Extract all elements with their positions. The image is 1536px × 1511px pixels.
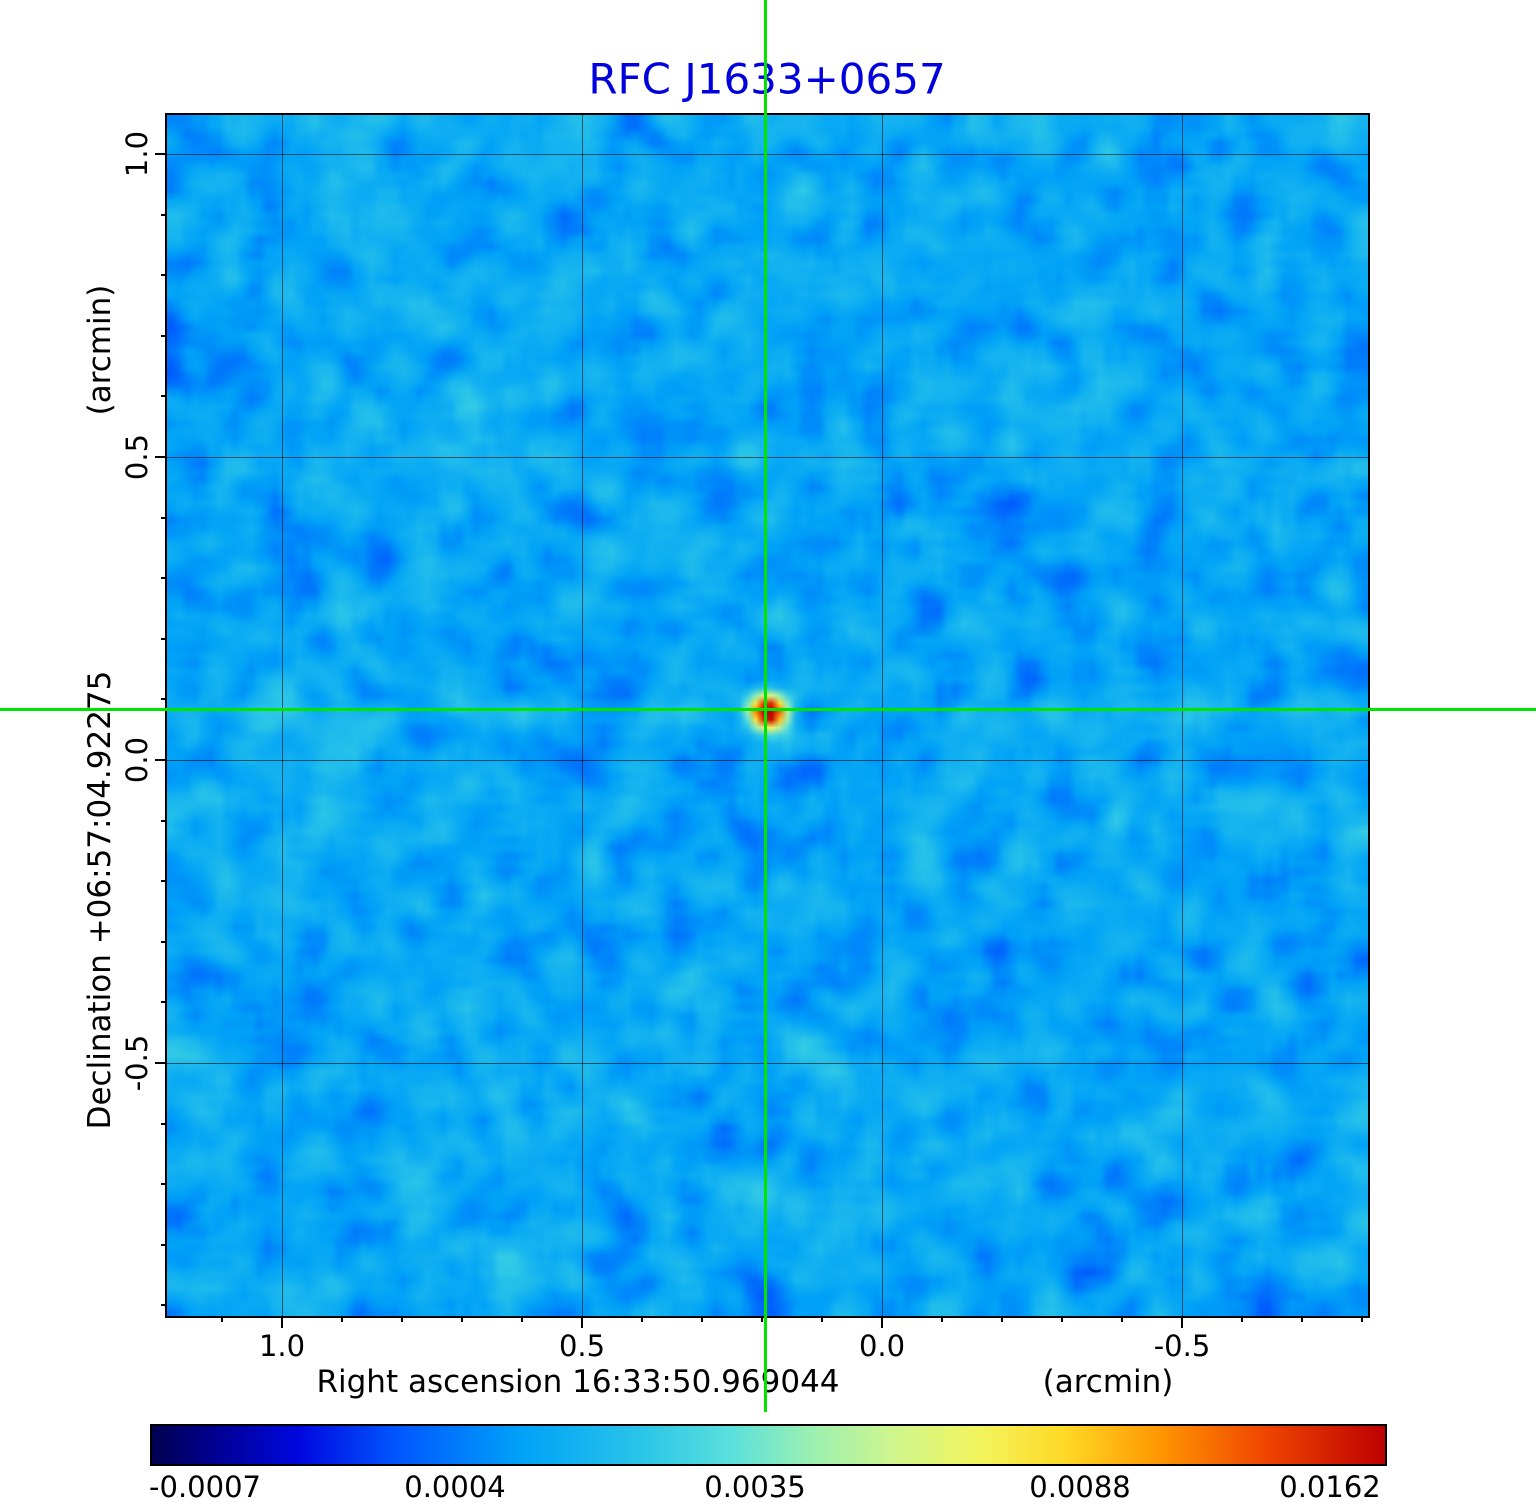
x-tick-label: 0.5: [558, 1329, 606, 1363]
crosshair-horizontal-line: [0, 708, 1536, 711]
y-minor-tick: [161, 1122, 167, 1125]
y-minor-tick: [161, 1183, 167, 1186]
y-tick-label: 0.0: [120, 736, 154, 784]
x-major-tick: [881, 1316, 883, 1328]
colorbar-tick-label: 0.0004: [404, 1470, 506, 1504]
x-tick-label: -0.5: [1153, 1329, 1211, 1363]
grid-line-horizontal: [167, 154, 1368, 155]
grid-line-horizontal: [167, 760, 1368, 761]
x-major-tick: [581, 1316, 583, 1328]
y-minor-tick: [161, 819, 167, 822]
x-minor-tick: [701, 1316, 703, 1322]
y-minor-tick: [161, 1001, 167, 1004]
x-axis-unit-label: (arcmin): [1042, 1364, 1174, 1400]
y-minor-tick: [161, 940, 167, 943]
y-minor-tick: [161, 577, 167, 580]
y-major-tick: [155, 153, 167, 155]
x-minor-tick: [1241, 1316, 1243, 1322]
x-minor-tick: [1301, 1316, 1303, 1322]
crosshair-vertical-line: [764, 0, 767, 1412]
y-minor-tick: [161, 516, 167, 519]
x-minor-tick: [1001, 1316, 1003, 1322]
x-minor-tick: [761, 1316, 763, 1322]
x-minor-tick: [941, 1316, 943, 1322]
grid-line-horizontal: [167, 1063, 1368, 1064]
page-title: RFC J1633+0657: [588, 54, 946, 104]
x-minor-tick: [221, 1316, 223, 1322]
x-minor-tick: [641, 1316, 643, 1322]
colorbar: [150, 1424, 1387, 1466]
y-minor-tick: [161, 637, 167, 640]
x-tick-label: 0.0: [858, 1329, 906, 1363]
grid-line-vertical: [282, 115, 283, 1316]
x-minor-tick: [1121, 1316, 1123, 1322]
y-major-tick: [155, 759, 167, 761]
x-minor-tick: [821, 1316, 823, 1322]
y-minor-tick: [161, 213, 167, 216]
colorbar-tick-label: -0.0007: [149, 1470, 261, 1504]
y-tick-label: -0.5: [120, 1034, 154, 1092]
colorbar-tick-label: 0.0088: [1029, 1470, 1131, 1504]
y-tick-label: 0.5: [120, 433, 154, 481]
y-minor-tick: [161, 880, 167, 883]
y-axis-unit-label: (arcmin): [82, 284, 118, 416]
y-tick-label: 1.0: [120, 130, 154, 178]
radio-intensity-heatmap: [167, 115, 1368, 1316]
x-minor-tick: [1061, 1316, 1063, 1322]
grid-line-vertical: [582, 115, 583, 1316]
y-minor-tick: [161, 334, 167, 337]
grid-line-horizontal: [167, 457, 1368, 458]
colorbar-tick-label: 0.0035: [704, 1470, 806, 1504]
sky-map-plot: [155, 113, 1370, 1328]
colorbar-gradient: [152, 1426, 1385, 1464]
grid-line-vertical: [1182, 115, 1183, 1316]
x-axis-label: Right ascension 16:33:50.969044: [316, 1364, 840, 1400]
y-minor-tick: [161, 698, 167, 701]
x-minor-tick: [341, 1316, 343, 1322]
x-major-tick: [281, 1316, 283, 1328]
y-minor-tick: [161, 1304, 167, 1307]
y-major-tick: [155, 1062, 167, 1064]
y-minor-tick: [161, 274, 167, 277]
x-minor-tick: [461, 1316, 463, 1322]
x-minor-tick: [401, 1316, 403, 1322]
y-axis-label: Declination +06:57:04.92275: [82, 670, 118, 1130]
x-tick-label: 1.0: [258, 1329, 306, 1363]
y-major-tick: [155, 456, 167, 458]
colorbar-tick-label: 0.0162: [1279, 1470, 1381, 1504]
x-minor-tick: [521, 1316, 523, 1322]
x-minor-tick: [1361, 1316, 1363, 1322]
grid-line-vertical: [882, 115, 883, 1316]
y-minor-tick: [161, 395, 167, 398]
x-major-tick: [1181, 1316, 1183, 1328]
y-minor-tick: [161, 1243, 167, 1246]
